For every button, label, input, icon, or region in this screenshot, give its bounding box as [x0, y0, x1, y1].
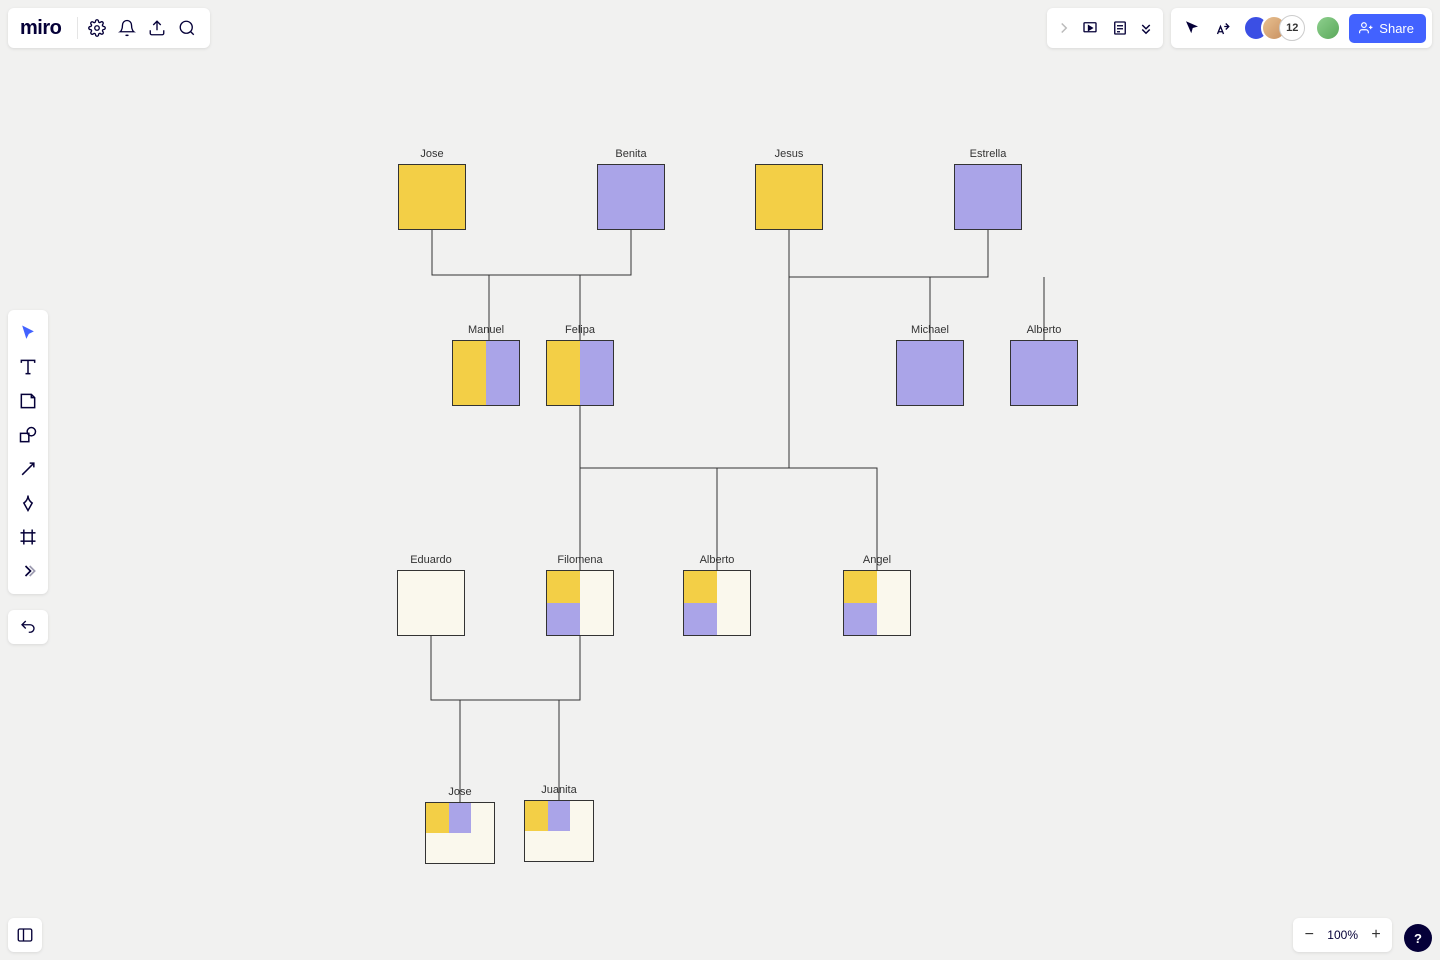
- node-label: Michael: [896, 324, 964, 336]
- help-button[interactable]: ?: [1404, 924, 1432, 952]
- node-label: Jesus: [755, 148, 823, 160]
- share-label: Share: [1379, 21, 1414, 36]
- undo-icon[interactable]: [11, 612, 45, 642]
- diagram-node[interactable]: Michael: [896, 340, 964, 406]
- line-tool-icon[interactable]: [11, 452, 45, 486]
- diagram-node[interactable]: Alberto: [683, 570, 751, 636]
- node-label: Jose: [398, 148, 466, 160]
- avatar-stack[interactable]: 12: [1243, 15, 1305, 41]
- diagram-node[interactable]: Jose: [398, 164, 466, 230]
- more-tools-icon[interactable]: [11, 554, 45, 588]
- chevron-right-icon[interactable]: [1053, 13, 1075, 43]
- pen-tool-icon[interactable]: [11, 486, 45, 520]
- zoom-in-button[interactable]: +: [1368, 926, 1384, 944]
- node-label: Juanita: [524, 784, 594, 796]
- node-label: Benita: [597, 148, 665, 160]
- node-label: Filomena: [546, 554, 614, 566]
- zoom-panel: − 100% +: [1293, 918, 1392, 952]
- node-label: Alberto: [683, 554, 751, 566]
- topbar-right: 12 Share: [1047, 8, 1432, 48]
- avatar-self[interactable]: [1315, 15, 1341, 41]
- cursor-tool-icon[interactable]: [1177, 13, 1207, 43]
- sidebar-toggle[interactable]: [8, 918, 42, 952]
- diagram-node[interactable]: Angel: [843, 570, 911, 636]
- node-label: Manuel: [452, 324, 520, 336]
- share-button[interactable]: Share: [1349, 14, 1426, 43]
- diagram-node[interactable]: Felipa: [546, 340, 614, 406]
- diagram-node[interactable]: Manuel: [452, 340, 520, 406]
- connectors: [0, 0, 1440, 960]
- present-icon[interactable]: [1075, 13, 1105, 43]
- node-label: Estrella: [954, 148, 1022, 160]
- app-logo[interactable]: miro: [16, 17, 65, 40]
- diagram-node[interactable]: Eduardo: [397, 570, 465, 636]
- canvas[interactable]: Jose Benita Jesus Estrella Manuel Felipa Micha…: [0, 0, 1440, 960]
- left-toolbar: [8, 310, 48, 594]
- collab-panel: 12 Share: [1171, 8, 1432, 48]
- diagram-node[interactable]: Jose: [425, 802, 495, 864]
- frame-tool-icon[interactable]: [11, 520, 45, 554]
- diagram-node[interactable]: Filomena: [546, 570, 614, 636]
- shape-tool-icon[interactable]: [11, 418, 45, 452]
- diagram-node[interactable]: Benita: [597, 164, 665, 230]
- zoom-level[interactable]: 100%: [1327, 928, 1358, 942]
- divider: [77, 17, 78, 39]
- notes-icon[interactable]: [1105, 13, 1135, 43]
- text-tool-icon[interactable]: [11, 350, 45, 384]
- chevrons-down-icon[interactable]: [1135, 13, 1157, 43]
- bell-icon[interactable]: [112, 13, 142, 43]
- reactions-icon[interactable]: [1207, 13, 1237, 43]
- undo-panel: [8, 610, 48, 644]
- sticky-note-icon[interactable]: [11, 384, 45, 418]
- node-label: Eduardo: [397, 554, 465, 566]
- node-label: Felipa: [546, 324, 614, 336]
- upload-icon[interactable]: [142, 13, 172, 43]
- avatar-count[interactable]: 12: [1279, 15, 1305, 41]
- node-label: Alberto: [1010, 324, 1078, 336]
- diagram-node[interactable]: Jesus: [755, 164, 823, 230]
- view-panel: [1047, 8, 1163, 48]
- settings-icon[interactable]: [82, 13, 112, 43]
- search-icon[interactable]: [172, 13, 202, 43]
- diagram-node[interactable]: Estrella: [954, 164, 1022, 230]
- node-label: Angel: [843, 554, 911, 566]
- topbar-left: miro: [8, 8, 210, 48]
- diagram-node[interactable]: Alberto: [1010, 340, 1078, 406]
- node-label: Jose: [425, 786, 495, 798]
- zoom-out-button[interactable]: −: [1301, 926, 1317, 944]
- diagram-node[interactable]: Juanita: [524, 800, 594, 862]
- select-tool-icon[interactable]: [11, 316, 45, 350]
